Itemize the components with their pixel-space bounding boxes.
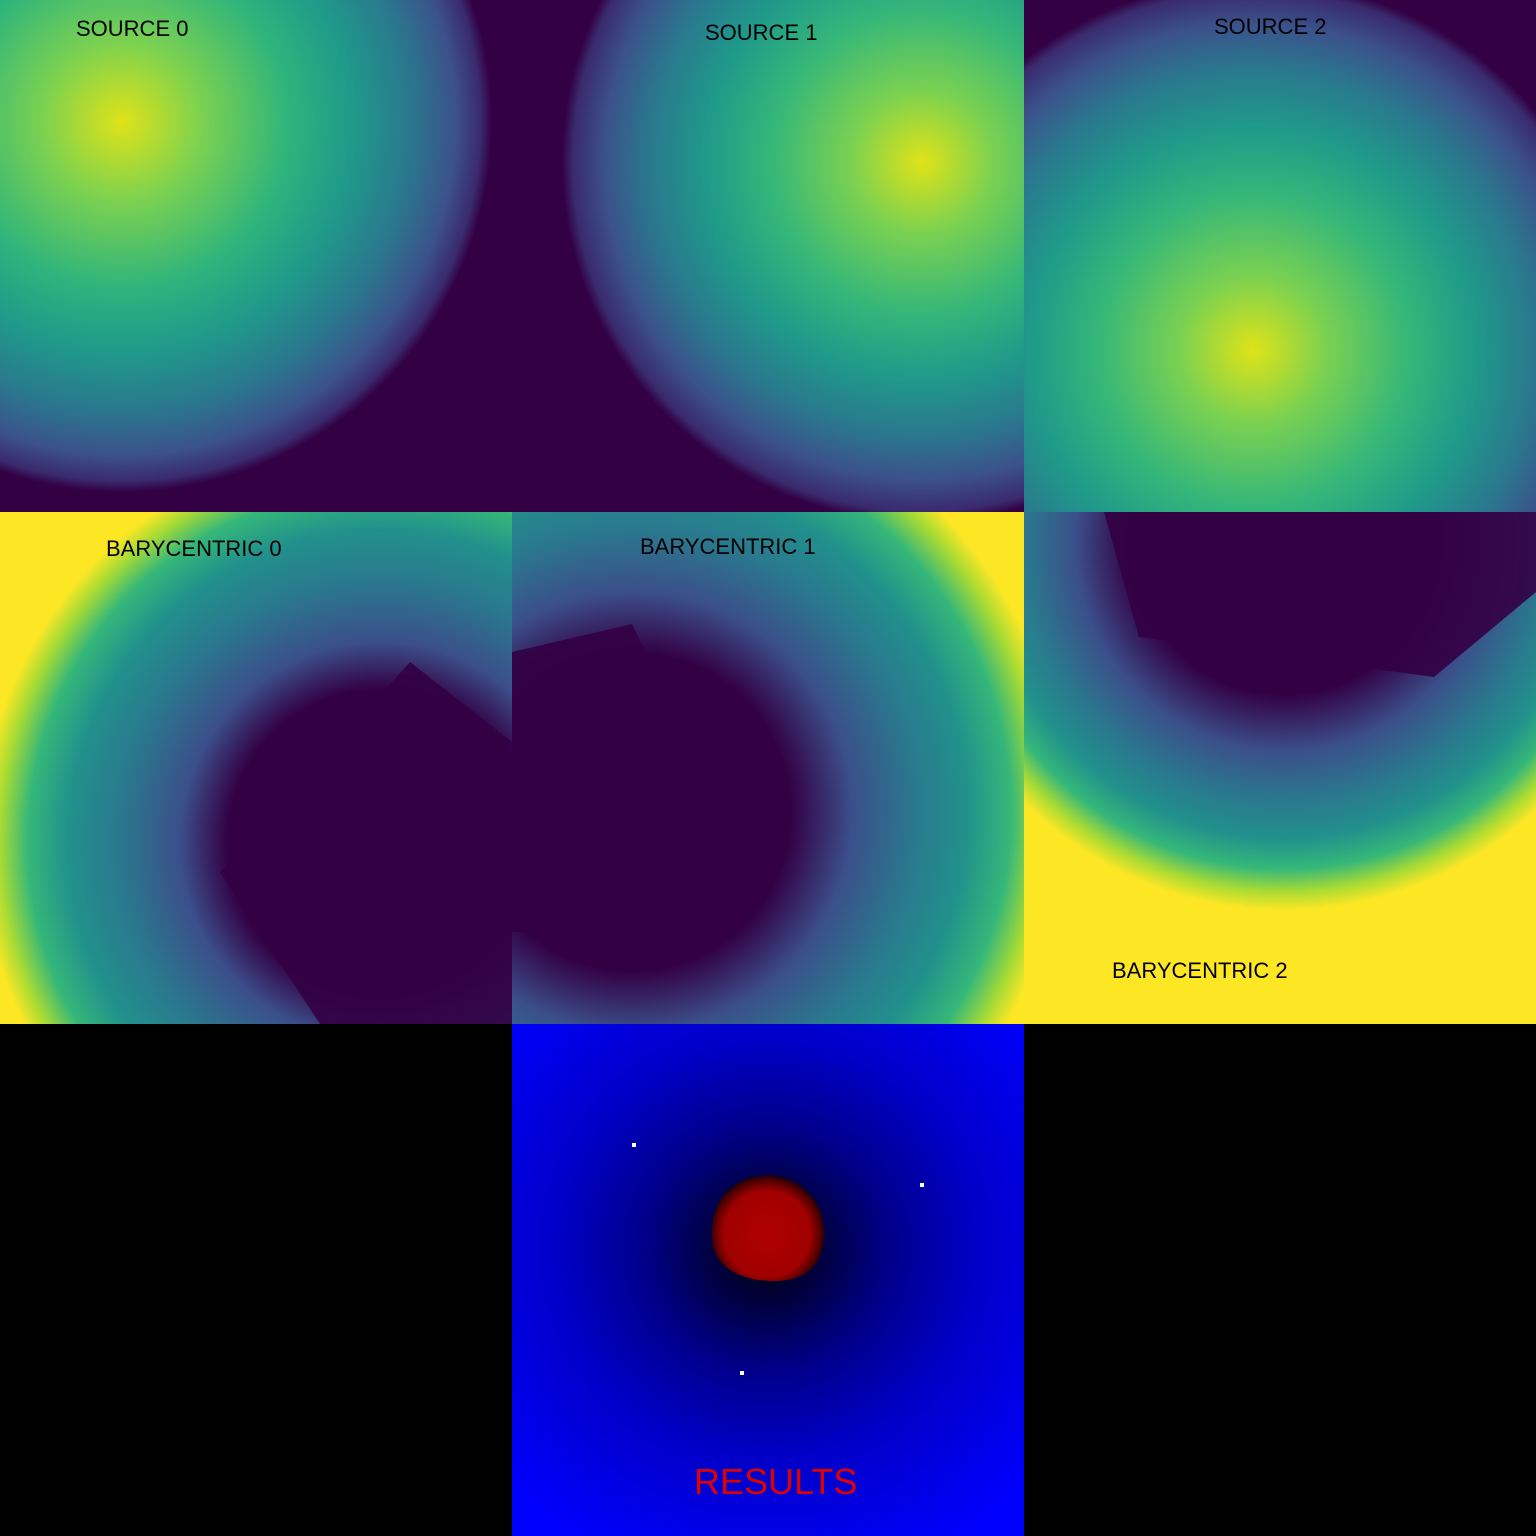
- source-2-panel: SOURCE 2: [1024, 0, 1536, 512]
- source-1-panel: SOURCE 1: [512, 0, 1024, 512]
- empty-panel-left: [0, 1024, 512, 1536]
- result-marker: [920, 1183, 924, 1187]
- barycentric-0-panel: BARYCENTRIC 0: [0, 512, 512, 1024]
- barycentric-1-field: [512, 512, 1024, 1024]
- result-marker: [740, 1371, 744, 1375]
- source-1-field: [512, 0, 1024, 512]
- results-panel: RESULTS: [512, 1024, 1024, 1536]
- source-2-label: SOURCE 2: [1214, 14, 1327, 39]
- results-label: RESULTS: [694, 1461, 858, 1502]
- barycentric-1-label: BARYCENTRIC 1: [640, 534, 816, 559]
- barycentric-1-panel: BARYCENTRIC 1: [512, 512, 1024, 1024]
- result-marker: [632, 1143, 636, 1147]
- source-2-field: [1024, 0, 1536, 512]
- barycentric-0-label: BARYCENTRIC 0: [106, 536, 282, 561]
- barycentric-2-field: [1024, 512, 1536, 1024]
- barycentric-0-field: [0, 512, 512, 1024]
- results-field: [512, 1024, 1024, 1536]
- barycentric-2-label: BARYCENTRIC 2: [1112, 958, 1288, 983]
- source-1-label: SOURCE 1: [705, 20, 818, 45]
- source-0-label: SOURCE 0: [76, 16, 189, 41]
- result-blob: [712, 1174, 824, 1281]
- barycentric-2-panel: BARYCENTRIC 2: [1024, 512, 1536, 1024]
- source-0-field: [0, 0, 512, 512]
- source-0-panel: SOURCE 0: [0, 0, 512, 512]
- empty-panel-right: [1024, 1024, 1536, 1536]
